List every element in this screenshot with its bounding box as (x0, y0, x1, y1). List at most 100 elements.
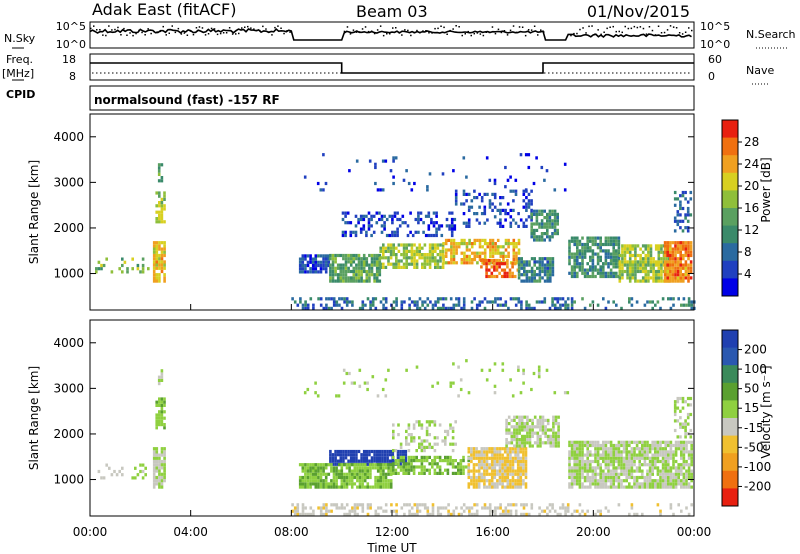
data-cell (368, 266, 371, 270)
data-cell (470, 306, 474, 310)
data-cell (511, 271, 514, 275)
data-cell (382, 253, 385, 257)
data-cell (375, 269, 379, 274)
data-cell (395, 262, 398, 266)
data-cell (612, 246, 615, 250)
data-cell (522, 456, 525, 460)
data-cell (596, 456, 600, 460)
data-cell (520, 428, 524, 432)
data-cell (546, 228, 549, 232)
data-cell (504, 300, 508, 304)
data-cell (513, 431, 516, 435)
data-cell (609, 268, 613, 272)
data-cell (155, 220, 158, 224)
data-cell (158, 210, 161, 214)
data-cell (367, 211, 371, 215)
data-cell (485, 378, 489, 382)
data-cell (551, 303, 554, 307)
data-cell (470, 450, 473, 454)
data-cell (431, 509, 435, 513)
data-cell (517, 273, 521, 277)
data-cell (596, 485, 600, 489)
nsearch-dot (419, 31, 421, 34)
data-cell (371, 485, 375, 489)
data-cell (545, 368, 549, 372)
data-cell (155, 426, 158, 430)
data-cell (388, 449, 392, 454)
data-cell (330, 509, 333, 513)
data-cell (337, 463, 341, 467)
data-cell (473, 189, 476, 193)
data-cell (528, 425, 532, 429)
data-cell (336, 459, 340, 463)
data-cell (676, 400, 680, 404)
data-cell (490, 456, 494, 460)
data-cell (516, 447, 520, 451)
data-cell (365, 263, 369, 267)
data-cell (680, 485, 683, 489)
data-cell (369, 463, 372, 467)
data-cell (493, 192, 497, 196)
data-cell (379, 469, 383, 473)
data-cell (314, 381, 317, 385)
nsearch-dot (241, 27, 243, 29)
data-cell (667, 472, 670, 476)
nsearch-dot (195, 27, 198, 29)
data-cell (589, 453, 592, 457)
data-cell (485, 262, 488, 266)
data-cell (604, 258, 608, 263)
data-cell (366, 503, 370, 507)
data-cell (657, 273, 661, 277)
data-cell (467, 466, 471, 470)
data-cell (573, 459, 576, 464)
data-cell (682, 297, 686, 301)
data-cell (365, 273, 369, 277)
data-cell (364, 303, 367, 307)
data-cell (501, 509, 505, 513)
data-cell (370, 253, 374, 258)
data-cell (473, 238, 477, 242)
data-cell (660, 250, 663, 254)
data-cell (679, 213, 682, 217)
data-cell (526, 415, 529, 419)
data-cell (407, 471, 411, 475)
data-cell (426, 262, 429, 266)
data-cell (523, 260, 526, 264)
data-cell (345, 371, 349, 376)
data-cell (485, 459, 489, 464)
data-cell (568, 453, 571, 457)
data-cell (673, 219, 677, 223)
data-cell (402, 256, 406, 260)
data-cell (455, 251, 458, 255)
nsearch-dot (117, 26, 119, 29)
data-cell (686, 412, 690, 417)
data-cell (463, 254, 466, 258)
data-cell (493, 391, 497, 395)
data-cell (152, 485, 156, 489)
data-cell (517, 257, 521, 261)
nsearch-label: N.Search (746, 28, 796, 41)
data-cell (654, 463, 657, 467)
data-cell (387, 466, 390, 470)
data-cell (652, 263, 655, 267)
data-cell (429, 300, 432, 304)
data-cell (406, 233, 410, 238)
data-cell (377, 506, 380, 510)
data-cell (573, 447, 576, 451)
data-cell (155, 450, 159, 454)
data-cell (293, 512, 297, 516)
data-cell (591, 249, 595, 253)
data-cell (324, 485, 328, 489)
data-cell (480, 450, 484, 454)
data-cell (493, 453, 497, 457)
data-cell (527, 202, 531, 206)
data-cell (423, 265, 427, 269)
nsearch-dot (177, 27, 180, 30)
data-cell (686, 213, 690, 217)
data-cell (583, 246, 587, 250)
data-cell (634, 263, 637, 267)
data-cell (520, 444, 524, 448)
data-cell (493, 459, 497, 464)
nsearch-dot (627, 27, 630, 30)
data-cell (621, 263, 624, 267)
